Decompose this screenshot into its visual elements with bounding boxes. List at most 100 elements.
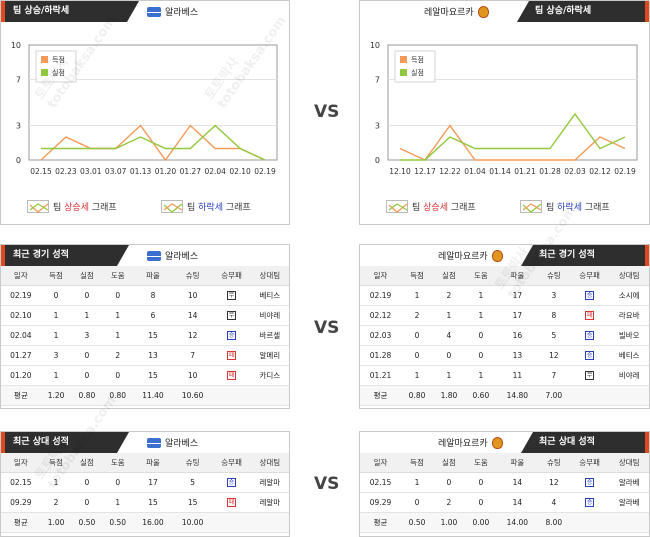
table-cell: 02.19: [360, 285, 402, 306]
table-cell: 10: [172, 285, 213, 306]
x-tick-label: 02.19: [254, 167, 276, 176]
table-cell: 1: [40, 305, 72, 326]
x-tick-label: 12.17: [414, 167, 436, 176]
table-cell: 02.04: [1, 325, 41, 346]
recent-header-left: 최근 경기 성적: [1, 245, 129, 266]
column-header: 승무패: [212, 266, 251, 286]
legend-label: 실점: [52, 68, 65, 77]
trend-panel-left: 팀 상승/하락세 알라베스 0 3 7 10 02.15 02.23 03.01 03.07 0…: [0, 0, 290, 225]
table-cell: 01.27: [1, 345, 41, 366]
average-cell: 평균: [360, 385, 402, 406]
column-header: 파울: [133, 266, 173, 286]
table-cell: 0: [464, 345, 497, 366]
result-badge: 승: [227, 478, 237, 487]
table-cell: 17: [133, 472, 173, 493]
table-cell: 1: [432, 365, 465, 386]
table-cell: 14: [496, 492, 538, 513]
table-cell: 3: [537, 285, 570, 306]
result-badge: 무: [227, 311, 237, 320]
table-cell: 1: [102, 492, 134, 513]
table-cell: 15: [133, 365, 173, 386]
column-header: 상대팀: [250, 266, 289, 286]
recent-panel-right: 최근 경기 성적 레알마요르카 일자 득점 실점 도움 파울 슈팅 승무패 상대팀 02.19 1…: [359, 244, 650, 409]
average-cell: 0.80: [71, 385, 103, 406]
table-cell: 1: [40, 365, 72, 386]
average-cell: 14.80: [496, 385, 538, 406]
table-row: 01.20 1 0 0 15 10 패 카디스: [1, 365, 289, 386]
x-tick-label: 02.15: [30, 167, 52, 176]
legend-swatch: [41, 69, 48, 76]
team-name-mallorca: 레알마요르카: [424, 5, 489, 18]
x-tick-label: 01.20: [155, 167, 177, 176]
column-header: 상대팀: [250, 453, 289, 473]
table-row: 02.04 1 3 1 15 12 승 바르셀: [1, 325, 289, 346]
x-tick-label: 01.14: [489, 167, 511, 176]
legend-swatch: [400, 56, 407, 63]
mallorca-logo-icon: [491, 249, 503, 262]
average-cell: [250, 512, 289, 533]
result-cell: 패: [212, 492, 251, 513]
table-row: 02.15 1 0 0 17 5 승 레알마: [1, 472, 289, 493]
legend-swatch: [41, 56, 48, 63]
table-row: 02.10 1 1 1 6 14 무 비야레: [1, 305, 289, 326]
table-row: 09.29 0 2 0 14 4 승 알라베: [360, 492, 649, 513]
table-cell: 12: [537, 472, 570, 493]
table-cell: 1: [40, 472, 72, 493]
column-header: 도움: [464, 453, 497, 473]
table-cell: 0: [464, 472, 497, 493]
table-cell: 0: [401, 325, 433, 346]
trend-panel-right: 팀 상승/하락세 레알마요르카 0 3 7 10 12.10 12.17 12.22 01.0…: [359, 0, 650, 225]
average-cell: 7.00: [537, 385, 570, 406]
table-row: 01.21 1 1 1 11 7 무 비야레: [360, 365, 649, 386]
h2h-header-left: 최근 상대 성적: [1, 432, 129, 453]
column-header: 슈팅: [537, 266, 570, 286]
table-cell: 4: [537, 492, 570, 513]
table-cell: 11: [496, 365, 538, 386]
table-cell: 16: [496, 325, 538, 346]
column-header: 슈팅: [172, 453, 213, 473]
table-cell: 8: [133, 285, 173, 306]
trend-chart-left: 0 3 7 10 02.15 02.23 03.01 03.07 01.13 01.20 01.27…: [11, 41, 278, 176]
table-header-row: 일자 득점 실점 도움 파울 슈팅 승무패 상대팀: [1, 266, 289, 286]
up-trend-swatch-icon: [27, 200, 49, 213]
column-header: 상대팀: [609, 266, 649, 286]
table-cell: 알메리: [250, 345, 289, 366]
result-cell: 승: [569, 492, 610, 513]
table-cell: 알라베: [609, 472, 649, 493]
average-cell: [609, 512, 649, 533]
y-tick-label: 0: [375, 156, 380, 165]
table-cell: 13: [133, 345, 173, 366]
alaves-logo-icon: [147, 6, 161, 17]
recent-panel-left: 최근 경기 성적 알라베스 일자 득점 실점 도움 파울 슈팅 승무패 상대팀 02.19 0 0 0…: [0, 244, 290, 409]
team-name-mallorca: 레알마요르카: [438, 249, 503, 262]
mallorca-logo-icon: [477, 5, 489, 18]
table-cell: 바르셀: [250, 325, 289, 346]
column-header: 득점: [401, 453, 433, 473]
average-cell: 1.20: [40, 385, 72, 406]
legend-swatch: [400, 69, 407, 76]
column-header: 파울: [496, 453, 538, 473]
average-row: 평균 0.80 1.80 0.60 14.80 7.00: [360, 385, 649, 406]
recent-table-left: 일자 득점 실점 도움 파울 슈팅 승무패 상대팀 02.19 0 0 0 8 10 무 베티스 02.10 1 1…: [1, 266, 289, 406]
table-cell: 1: [464, 365, 497, 386]
result-cell: 승: [569, 345, 610, 366]
table-cell: 0: [71, 472, 103, 493]
average-cell: 0.50: [71, 512, 103, 533]
table-cell: 1: [464, 285, 497, 306]
x-tick-label: 01.27: [180, 167, 202, 176]
vs-label-1: VS: [314, 102, 340, 122]
table-cell: 2: [401, 305, 433, 326]
table-cell: 15: [133, 492, 173, 513]
y-tick-label: 3: [375, 122, 380, 131]
table-cell: 14: [172, 305, 213, 326]
column-header: 승무패: [212, 453, 251, 473]
column-header: 실점: [71, 266, 103, 286]
average-cell: [212, 385, 251, 406]
x-tick-label: 02.12: [589, 167, 611, 176]
result-cell: 승: [569, 472, 610, 493]
average-row: 평균 0.50 1.00 0.00 14.00 8.00: [360, 512, 649, 533]
column-header: 일자: [1, 453, 41, 473]
average-row: 평균 1.00 0.50 0.50 16.00 10.00: [1, 512, 289, 533]
average-row: 평균 1.20 0.80 0.80 11.40 10.60: [1, 385, 289, 406]
column-header: 실점: [432, 453, 465, 473]
